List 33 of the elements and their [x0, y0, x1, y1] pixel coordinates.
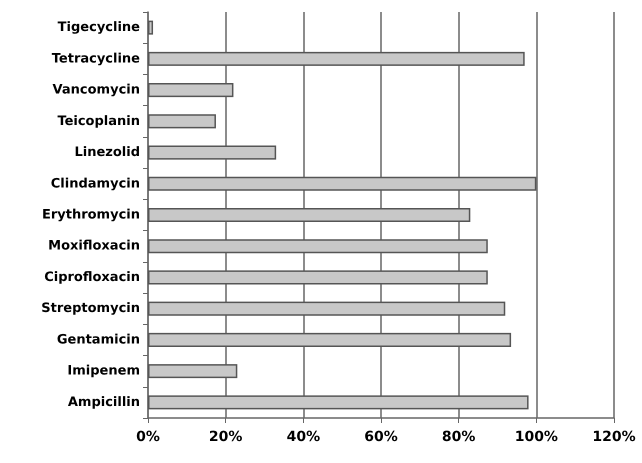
bar: [148, 302, 506, 316]
y-tick-label: Imipenem: [67, 364, 140, 379]
x-tick-label: 0%: [136, 429, 160, 445]
bar: [148, 52, 525, 66]
bar: [148, 332, 512, 347]
x-tick-label: 60%: [364, 429, 398, 445]
y-tick-label: Ciprofloxacin: [44, 270, 140, 285]
bar: [148, 270, 488, 284]
y-tick-label: Teicoplanin: [57, 114, 140, 129]
y-tick-label: Gentamicin: [56, 332, 140, 348]
y-tick-label: Clindamycin: [50, 176, 140, 192]
y-tick-label: Ampicillin: [68, 394, 140, 410]
y-tick-label: Streptomycin: [41, 301, 140, 316]
bar: [148, 114, 216, 128]
x-tick-label: 120%: [592, 429, 636, 445]
x-tick-label: 80%: [442, 429, 476, 445]
y-tick-label: Tetracycline: [52, 51, 140, 66]
bar: [148, 364, 238, 378]
y-tick-label: Erythromycin: [42, 208, 140, 222]
bar: [148, 20, 154, 35]
y-tick-label: Vancomycin: [52, 82, 140, 98]
bar: [148, 146, 276, 160]
bar: [148, 239, 488, 254]
x-tick-label: 20%: [208, 429, 242, 445]
bar: [148, 395, 529, 410]
bar: [148, 176, 536, 191]
bar: [148, 208, 470, 222]
y-tick-label: Linezolid: [74, 145, 140, 160]
bar: [148, 83, 234, 98]
y-tick-label: Tigecycline: [58, 20, 140, 36]
x-tick-label: 100%: [514, 429, 558, 445]
x-tick-label: 40%: [286, 429, 320, 445]
y-tick-label: Moxifloxacin: [48, 238, 140, 254]
